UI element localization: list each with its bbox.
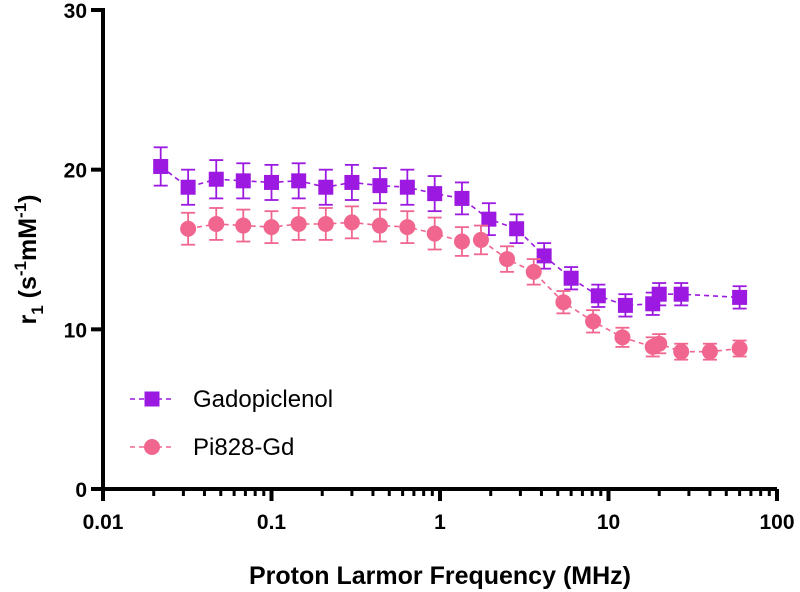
series-Gadopiclenol: [153, 146, 748, 318]
data-point: [617, 297, 633, 313]
data-point: [318, 179, 334, 195]
data-point: [371, 217, 388, 234]
data-point: [344, 174, 360, 190]
y-tick-label: 30: [64, 0, 87, 23]
data-point: [180, 220, 197, 237]
data-point: [343, 214, 360, 231]
x-tick-label: 0.1: [257, 511, 287, 534]
data-point: [454, 190, 470, 206]
legend-marker: [144, 439, 160, 455]
data-point: [481, 211, 497, 227]
data-point: [291, 173, 307, 189]
data-point: [499, 251, 516, 268]
data-point: [264, 174, 279, 190]
legend: Gadopiclenol Pi828-Gd: [130, 386, 333, 461]
data-point: [585, 313, 602, 330]
data-point: [399, 179, 415, 195]
data-point: [399, 219, 416, 236]
data-point: [731, 340, 748, 357]
legend-marker: [144, 391, 160, 407]
data-point: [453, 233, 470, 250]
data-point: [372, 178, 388, 194]
y-tick-label: 20: [64, 160, 87, 183]
data-point: [235, 217, 252, 234]
x-axis-title: Proton Larmor Frequency (MHz): [249, 562, 631, 590]
series-line: [160, 165, 740, 307]
data-point: [509, 221, 525, 237]
data-point: [563, 270, 579, 286]
data-point: [701, 343, 718, 360]
y-axis-title-close: ): [14, 194, 42, 202]
data-point: [590, 288, 606, 304]
y-axis-title-open: (s: [14, 276, 42, 305]
data-point: [555, 294, 572, 311]
data-point: [235, 173, 251, 189]
data-point: [651, 335, 668, 352]
data-point: [536, 248, 552, 264]
data-point: [153, 158, 169, 174]
y-axis-title-sup1: -1: [11, 261, 30, 276]
data-point: [208, 215, 225, 232]
x-tick-label: 1: [434, 511, 446, 534]
legend-label: Gadopiclenol: [193, 386, 333, 413]
x-tick-label: 0.01: [83, 511, 124, 534]
series-Pi828-Gd: [180, 205, 748, 361]
y-axis-title: r1 (s-1mM-1): [11, 194, 47, 324]
data-point: [732, 289, 748, 305]
data-point: [180, 179, 196, 195]
data-point: [263, 219, 280, 236]
x-tick-label: 100: [759, 511, 794, 534]
data-point: [673, 343, 690, 360]
data-point: [472, 231, 489, 248]
y-axis-title-base: r: [14, 315, 42, 325]
y-tick-label: 0: [75, 479, 87, 502]
data-point: [317, 215, 334, 232]
y-axis-title-sup2: -1: [11, 203, 30, 218]
legend-label: Pi828-Gd: [193, 434, 294, 461]
data-point: [651, 286, 667, 302]
data-point: [427, 186, 443, 202]
y-axis-title-mid: mM: [14, 218, 42, 261]
y-axis-title-sub: 1: [28, 305, 47, 314]
y-tick-label: 10: [64, 319, 87, 342]
data-point: [290, 215, 307, 232]
data-point: [525, 263, 542, 280]
data-point: [673, 286, 689, 302]
x-tick-label: 10: [597, 511, 620, 534]
data-point: [426, 225, 443, 242]
data-point: [208, 171, 224, 187]
data-point: [614, 329, 631, 346]
